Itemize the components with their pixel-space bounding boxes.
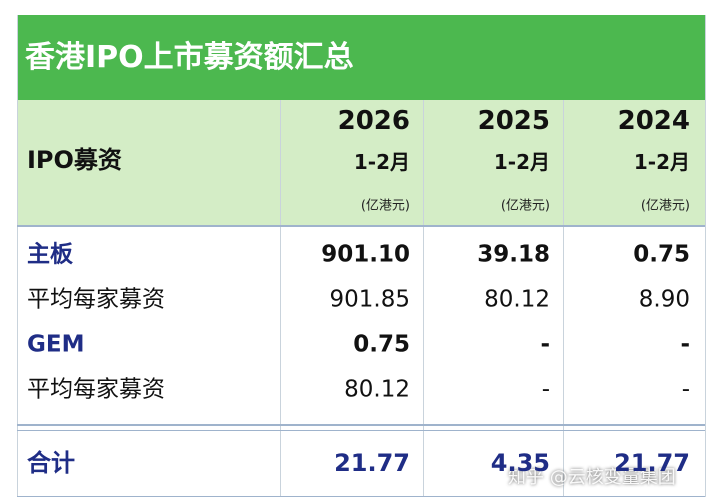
row-label: 合计 [27, 449, 75, 477]
column-year: 2026 [337, 106, 410, 136]
cell-value: 21.77 [334, 449, 410, 477]
cell-value: - [680, 331, 690, 358]
column-divider [563, 100, 564, 497]
cell-value: 39.18 [477, 241, 550, 268]
column-divider [280, 100, 281, 497]
row-divider [17, 430, 705, 431]
column-unit: (亿港元) [360, 198, 410, 214]
column-period: 1-2月 [493, 150, 550, 174]
cell-value: - [681, 376, 690, 403]
row-label: 平均每家募资 [27, 376, 165, 403]
column-year: 2024 [617, 106, 690, 136]
column-year: 2025 [477, 106, 550, 136]
header-label: IPO募资 [27, 146, 122, 174]
column-divider [423, 100, 424, 497]
cell-value: 901.10 [321, 241, 410, 268]
cell-value: 4.35 [490, 449, 550, 477]
table-title: 香港IPO上市募资额汇总 [17, 15, 705, 100]
row-divider [17, 225, 705, 227]
header-background [17, 100, 705, 225]
table-border [17, 15, 18, 497]
cell-value: 901.85 [329, 286, 410, 313]
cell-value: 80.12 [484, 286, 550, 313]
table-border [17, 496, 705, 497]
cell-value: 80.12 [344, 376, 410, 403]
row-label: GEM [27, 331, 85, 358]
column-period: 1-2月 [353, 150, 410, 174]
watermark: 知乎 @云核变量集团 [508, 467, 676, 488]
table-border [705, 15, 706, 497]
row-label: 平均每家募资 [27, 286, 165, 313]
row-divider [17, 424, 705, 426]
cell-value: 8.90 [638, 286, 690, 313]
column-period: 1-2月 [633, 150, 690, 174]
row-label: 主板 [27, 241, 73, 268]
cell-value: 0.75 [353, 331, 410, 358]
cell-value: 21.77 [614, 449, 690, 477]
cell-value: 0.75 [633, 241, 690, 268]
cell-value: - [540, 331, 550, 358]
cell-value: - [541, 376, 550, 403]
column-unit: (亿港元) [640, 198, 690, 214]
column-unit: (亿港元) [500, 198, 550, 214]
